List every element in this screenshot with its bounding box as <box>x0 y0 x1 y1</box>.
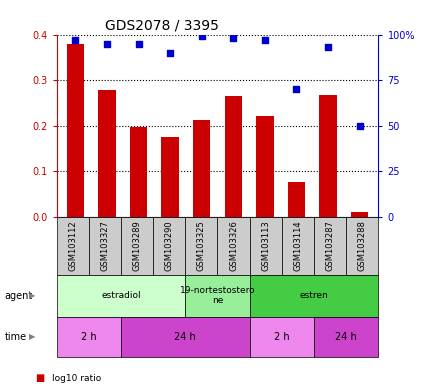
Text: GSM103288: GSM103288 <box>357 220 366 271</box>
Text: GSM103112: GSM103112 <box>68 220 77 271</box>
Text: GSM103326: GSM103326 <box>229 220 237 271</box>
Bar <box>256 116 273 217</box>
Text: GSM103289: GSM103289 <box>132 220 141 271</box>
Text: GSM103327: GSM103327 <box>100 220 109 271</box>
Bar <box>224 96 241 217</box>
Text: GSM103113: GSM103113 <box>261 220 270 271</box>
Point <box>72 37 79 43</box>
Point <box>229 35 236 41</box>
Text: ▶: ▶ <box>30 291 36 300</box>
Point <box>355 123 362 129</box>
Text: GSM103114: GSM103114 <box>293 220 302 271</box>
Bar <box>67 44 84 217</box>
Text: estren: estren <box>299 291 328 300</box>
Text: GSM103325: GSM103325 <box>197 220 205 271</box>
Bar <box>319 95 336 217</box>
Bar <box>287 182 304 217</box>
Point <box>135 41 142 47</box>
Text: GSM103290: GSM103290 <box>164 220 173 271</box>
Text: ▶: ▶ <box>30 333 36 341</box>
Text: 24 h: 24 h <box>335 332 356 342</box>
Text: 2 h: 2 h <box>273 332 289 342</box>
Text: 2 h: 2 h <box>81 332 96 342</box>
Text: GSM103287: GSM103287 <box>325 220 334 271</box>
Point <box>324 44 331 50</box>
Text: time: time <box>4 332 26 342</box>
Point <box>166 50 173 56</box>
Point <box>198 33 205 40</box>
Text: 24 h: 24 h <box>174 332 196 342</box>
Point <box>103 41 110 47</box>
Text: estradiol: estradiol <box>101 291 141 300</box>
Point <box>292 86 299 93</box>
Text: 19-nortestostero
ne: 19-nortestostero ne <box>179 286 255 305</box>
Text: log10 ratio: log10 ratio <box>52 374 101 383</box>
Text: GDS2078 / 3395: GDS2078 / 3395 <box>105 18 218 32</box>
Bar <box>161 137 178 217</box>
Bar <box>98 90 115 217</box>
Text: ■: ■ <box>35 373 44 383</box>
Bar <box>350 212 367 217</box>
Bar <box>193 120 210 217</box>
Text: agent: agent <box>4 291 33 301</box>
Bar <box>130 127 147 217</box>
Point <box>261 37 268 43</box>
